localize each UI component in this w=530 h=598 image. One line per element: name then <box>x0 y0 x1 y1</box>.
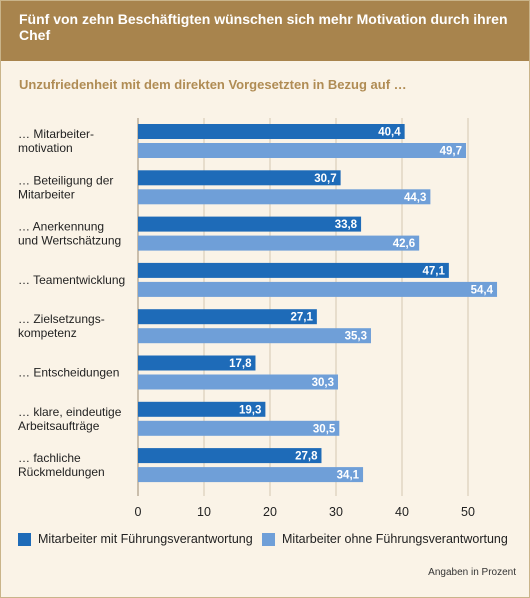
x-tick-label: 0 <box>135 505 142 519</box>
category-label-line: … Entscheidungen <box>18 366 119 380</box>
category-label: … Mitarbeiter-motivation <box>18 127 94 155</box>
bar-value-label: 40,4 <box>378 127 401 139</box>
bar-value-label: 27,8 <box>295 451 318 463</box>
bar-value-label: 42,6 <box>393 238 415 250</box>
bar-value-label: 30,7 <box>314 173 336 185</box>
bar-without-leadership <box>138 374 338 390</box>
x-tick-label: 50 <box>461 505 475 519</box>
bar-value-label: 30,3 <box>312 377 334 389</box>
category-label: … fachliche Rückmeldungen <box>18 451 105 479</box>
category-label-line: … fachliche <box>18 451 81 465</box>
chart-subtitle: Unzufriedenheit mit dem direkten Vorgese… <box>19 77 407 92</box>
category-label-line: Arbeitsaufträge <box>18 419 100 433</box>
category-label-line: … Anerkennung <box>18 220 104 234</box>
legend-label-without-leadership: Mitarbeiter ohne Führungsverantwortung <box>282 532 508 546</box>
category-label: … klare, eindeutige Arbeitsaufträge <box>18 405 122 433</box>
category-label-line: … Mitarbeiter- <box>18 127 94 141</box>
category-label-line: … Zielsetzungs- <box>18 312 105 326</box>
bar-value-label: 54,4 <box>471 284 494 296</box>
category-label: … Beteiligung der Mitarbeiter <box>18 173 113 201</box>
bar-without-leadership <box>138 467 364 483</box>
bar-value-label: 35,3 <box>345 331 367 343</box>
bar-value-label: 44,3 <box>404 192 426 204</box>
category-label: … Entscheidungen <box>18 366 119 380</box>
legend-swatch-without-leadership <box>262 533 275 546</box>
header-bar: Fünf von zehn Beschäftigten wünschen sic… <box>1 1 529 61</box>
legend-swatch-with-leadership <box>18 533 31 546</box>
category-label-line: und Wertschätzung <box>18 234 121 248</box>
category-label-line: Rückmeldungen <box>18 465 105 479</box>
bar-with-leadership <box>138 355 256 371</box>
bar-with-leadership <box>138 262 449 278</box>
bar-without-leadership <box>138 235 420 251</box>
x-tick-label: 40 <box>395 505 409 519</box>
bar-without-leadership <box>138 143 467 158</box>
bar-value-label: 33,8 <box>335 219 358 231</box>
category-label-line: … Beteiligung der <box>18 173 113 187</box>
x-tick-label: 20 <box>263 505 277 519</box>
bar-value-label: 30,5 <box>313 423 336 435</box>
bar-without-leadership <box>138 189 431 205</box>
bar-with-leadership <box>138 448 322 464</box>
legend-label-with-leadership: Mitarbeiter mit Führungsverantwortung <box>38 532 253 546</box>
category-label: … Teamentwicklung <box>18 273 125 287</box>
bar-value-label: 17,8 <box>229 358 252 370</box>
category-label: … Zielsetzungs-kompetenz <box>18 312 105 340</box>
bar-value-label: 19,3 <box>239 404 261 416</box>
x-tick-label: 10 <box>197 505 211 519</box>
category-label-line: … Teamentwicklung <box>18 273 125 287</box>
bar-with-leadership <box>138 216 362 232</box>
category-label: … Anerkennung und Wertschätzung <box>18 220 121 248</box>
bar-value-label: 49,7 <box>440 146 462 158</box>
bar-value-label: 27,1 <box>290 312 313 324</box>
category-label-line: motivation <box>18 141 73 155</box>
bar-with-leadership <box>138 170 341 186</box>
bar-with-leadership <box>138 309 317 325</box>
category-label-line: Mitarbeiter <box>18 187 75 201</box>
chart-title: Fünf von zehn Beschäftigten wünschen sic… <box>19 11 508 43</box>
bar-value-label: 34,1 <box>337 470 360 482</box>
bar-value-label: 47,1 <box>422 265 445 277</box>
category-label-line: kompetenz <box>18 326 77 340</box>
x-tick-label: 30 <box>329 505 343 519</box>
bar-without-leadership <box>138 281 498 297</box>
bar-without-leadership <box>138 328 371 344</box>
bar-with-leadership <box>138 401 266 417</box>
category-label-line: … klare, eindeutige <box>18 405 122 419</box>
source-note: Angaben in Prozent <box>428 567 516 578</box>
bar-with-leadership <box>138 124 405 139</box>
bar-without-leadership <box>138 420 340 436</box>
